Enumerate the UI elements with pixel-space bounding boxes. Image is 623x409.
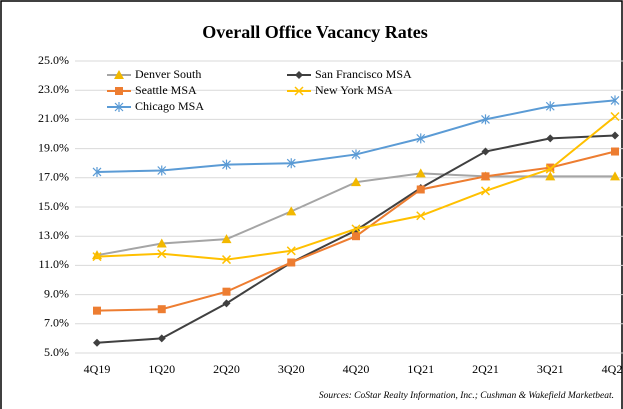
x-tick-label: 1Q20 <box>148 362 175 376</box>
marker <box>157 165 167 176</box>
marker <box>157 305 166 314</box>
marker <box>93 306 101 315</box>
y-tick-label: 13.0% <box>38 228 69 242</box>
marker <box>286 246 296 256</box>
y-tick-label: 21.0% <box>38 111 69 125</box>
marker <box>221 234 232 244</box>
y-tick-label: 15.0% <box>38 199 69 213</box>
marker <box>416 211 426 221</box>
marker <box>156 238 167 248</box>
marker <box>92 166 102 177</box>
marker <box>545 101 555 112</box>
legend-label: New York MSA <box>315 83 393 97</box>
x-tick-label: 2Q21 <box>472 362 499 376</box>
legend-marker <box>295 71 303 79</box>
marker <box>546 163 555 172</box>
marker <box>286 206 297 216</box>
marker <box>545 171 556 181</box>
marker <box>481 147 490 156</box>
legend-label: Chicago MSA <box>135 99 204 113</box>
y-tick-label: 19.0% <box>38 140 69 154</box>
marker <box>92 252 102 262</box>
x-tick-label: 2Q20 <box>213 362 240 376</box>
marker <box>480 186 491 196</box>
legend-label: San Francisco MSA <box>315 67 412 81</box>
x-tick-label: 3Q20 <box>278 362 305 376</box>
marker <box>287 258 296 267</box>
marker <box>481 114 490 125</box>
legend-marker <box>294 86 304 96</box>
marker <box>351 149 361 160</box>
x-tick-label: 1Q21 <box>407 362 434 376</box>
marker <box>610 95 620 106</box>
marker <box>545 164 555 174</box>
marker <box>221 255 232 265</box>
y-tick-label: 9.0% <box>44 286 69 300</box>
x-tick-label: 3Q21 <box>537 362 564 376</box>
y-tick-label: 25.0% <box>38 53 69 67</box>
marker <box>416 185 425 194</box>
marker <box>222 299 231 308</box>
y-tick-label: 11.0% <box>38 257 69 271</box>
marker <box>222 287 231 296</box>
marker <box>157 249 167 259</box>
marker <box>610 171 620 181</box>
marker <box>611 147 619 156</box>
marker <box>415 168 426 178</box>
marker <box>351 177 361 187</box>
x-tick-label: 4Q21 <box>602 362 623 376</box>
marker <box>610 111 620 122</box>
legend-marker <box>115 87 123 95</box>
marker <box>352 232 360 241</box>
legend-marker <box>114 102 124 112</box>
y-tick-label: 5.0% <box>44 345 69 359</box>
legend-label: Seattle MSA <box>135 83 197 97</box>
marker <box>157 334 166 343</box>
marker <box>93 338 101 347</box>
source-note: Sources: CoStar Realty Information, Inc.… <box>319 390 614 401</box>
x-tick-label: 4Q19 <box>84 362 111 376</box>
marker <box>351 224 361 234</box>
chart-title: Overall Office Vacancy Rates <box>202 22 427 42</box>
marker <box>611 131 619 140</box>
x-tick-label: 4Q20 <box>343 362 370 376</box>
y-tick-label: 17.0% <box>38 170 69 184</box>
marker <box>222 159 231 170</box>
legend-label: Denver South <box>135 67 201 81</box>
marker <box>416 133 426 144</box>
marker <box>546 134 555 143</box>
marker <box>286 158 296 169</box>
y-tick-label: 7.0% <box>44 316 69 330</box>
marker <box>481 172 490 181</box>
y-tick-label: 23.0% <box>38 82 69 96</box>
legend-marker <box>114 70 124 79</box>
